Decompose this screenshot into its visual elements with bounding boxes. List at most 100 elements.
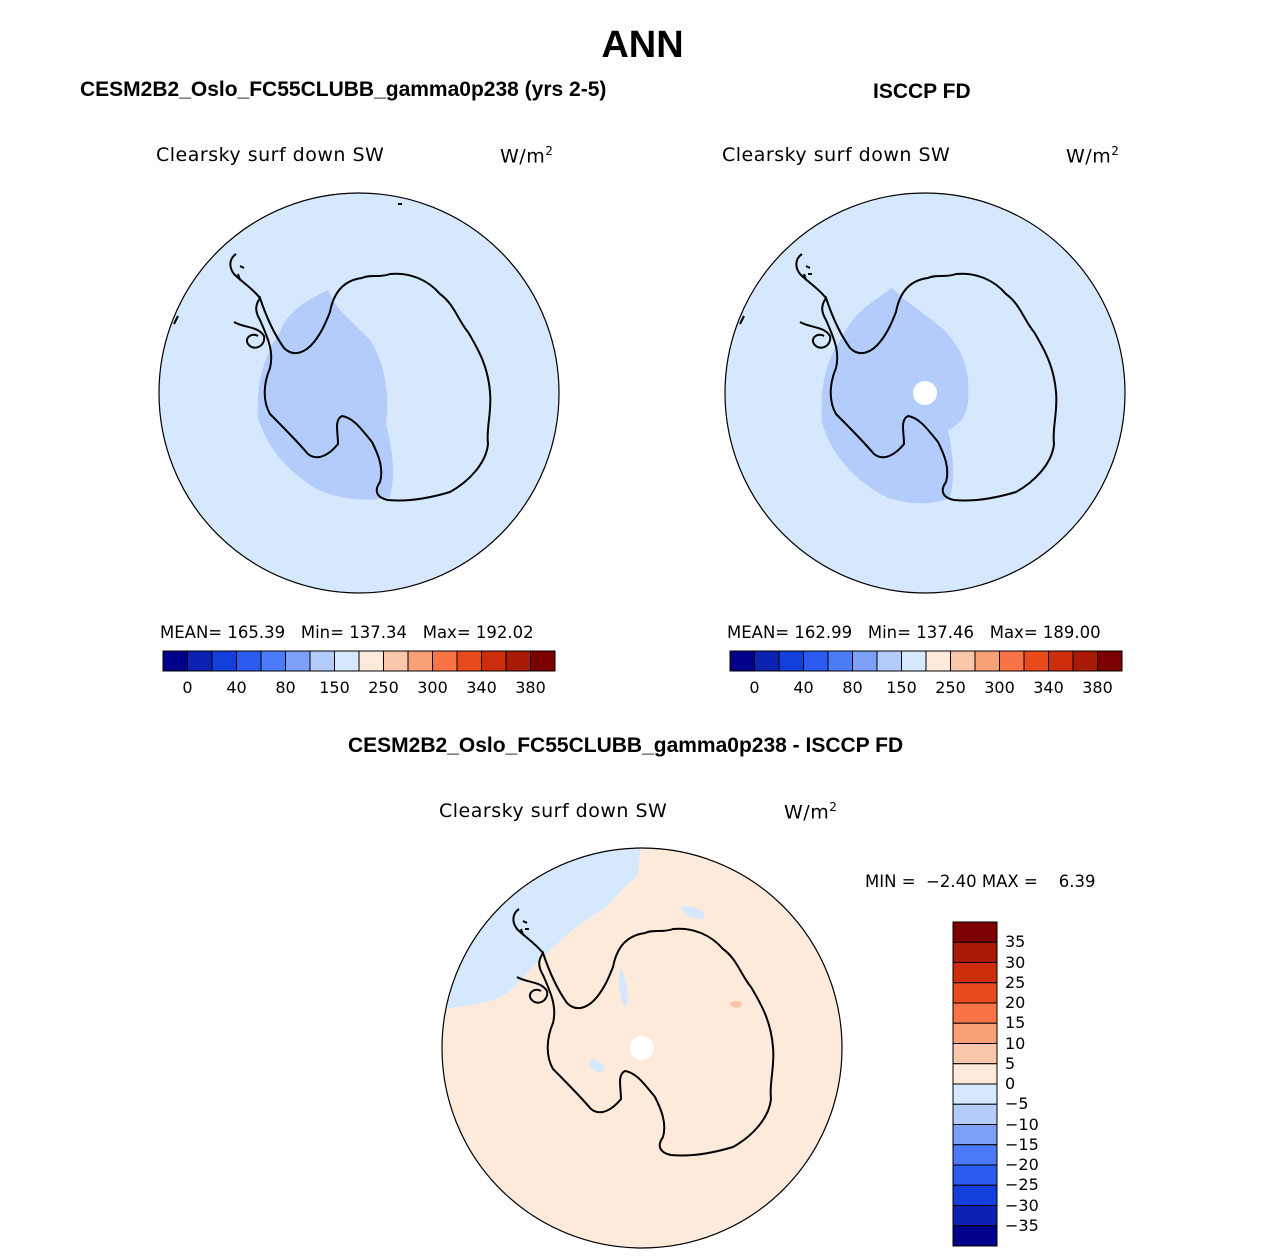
colorbar-swatch bbox=[952, 1103, 998, 1125]
colorbar-swatch bbox=[999, 650, 1025, 672]
colorbar-tick-label: 40 bbox=[226, 678, 247, 697]
colorbar-swatch bbox=[481, 650, 507, 672]
colorbar-tick-label: 0 bbox=[182, 678, 193, 697]
diff-positive-patch bbox=[729, 1000, 743, 1008]
colorbar-tick-label: 10 bbox=[1005, 1033, 1026, 1053]
colorbar-tick-label: 80 bbox=[275, 678, 296, 697]
diff-variable-label: Clearsky surf down SW bbox=[439, 800, 668, 822]
colorbar-swatch bbox=[952, 1225, 998, 1247]
colorbar-tick-label: 25 bbox=[1005, 972, 1026, 992]
colorbar-swatch bbox=[952, 1124, 998, 1146]
colorbar-tick-label: 300 bbox=[417, 678, 448, 697]
colorbar-tick-label: 80 bbox=[842, 678, 863, 697]
colorbar-tick-label: 250 bbox=[935, 678, 966, 697]
colorbar-swatch bbox=[952, 1144, 998, 1166]
colorbar-tick-label: 35 bbox=[1005, 932, 1026, 952]
colorbar-swatch bbox=[456, 650, 482, 672]
diff-colorbar-labels: 35 30 25 20 15 10 5 0 −5 −10 −15 −20 −25 −30 −35 bbox=[1005, 922, 1065, 1246]
colorbar-swatch bbox=[729, 650, 755, 672]
panel-1-units-label: W/m2 bbox=[500, 144, 554, 168]
colorbar-swatch bbox=[925, 650, 951, 672]
colorbar-swatch bbox=[260, 650, 286, 672]
panel-2-polar-map bbox=[724, 192, 1126, 594]
colorbar-swatch bbox=[952, 982, 998, 1004]
colorbar-tick-label: 250 bbox=[368, 678, 399, 697]
colorbar-swatch bbox=[952, 1043, 998, 1065]
panel-2-colorbar bbox=[729, 650, 1123, 672]
panel-1-coastline-islands bbox=[173, 203, 402, 325]
colorbar-swatch bbox=[852, 650, 878, 672]
panel-2-antarctica-coastline bbox=[821, 272, 1058, 502]
colorbar-swatch bbox=[1097, 650, 1123, 672]
panel-2-variable-label: Clearsky surf down SW bbox=[722, 144, 951, 166]
colorbar-swatch bbox=[952, 1022, 998, 1044]
colorbar-tick-label: −20 bbox=[1005, 1155, 1039, 1174]
colorbar-swatch bbox=[952, 921, 998, 943]
colorbar-swatch bbox=[1048, 650, 1074, 672]
diff-colorbar bbox=[952, 921, 998, 1247]
colorbar-swatch bbox=[1023, 650, 1049, 672]
colorbar-tick-label: −15 bbox=[1005, 1134, 1039, 1154]
panel-1-colorbar bbox=[162, 650, 556, 672]
colorbar-swatch bbox=[505, 650, 531, 672]
colorbar-swatch bbox=[952, 1184, 998, 1206]
diff-units-label: W/m2 bbox=[784, 800, 838, 824]
colorbar-swatch bbox=[876, 650, 902, 672]
panel-1-heading: CESM2B2_Oslo_FC55CLUBB_gamma0p238 (yrs 2… bbox=[80, 78, 607, 101]
colorbar-tick-label: −30 bbox=[1005, 1195, 1039, 1215]
colorbar-tick-label: 380 bbox=[515, 678, 546, 697]
colorbar-swatch bbox=[754, 650, 780, 672]
diff-minmax: MIN = −2.40 MAX = 6.39 bbox=[865, 872, 1096, 891]
colorbar-tick-label: 150 bbox=[886, 678, 917, 697]
colorbar-tick-label: 340 bbox=[1033, 678, 1064, 697]
colorbar-swatch bbox=[162, 650, 188, 672]
colorbar-tick-label: 0 bbox=[1005, 1074, 1016, 1093]
colorbar-swatch bbox=[358, 650, 384, 672]
diff-antarctica-coastline bbox=[538, 927, 775, 1157]
diff-heading: CESM2B2_Oslo_FC55CLUBB_gamma0p238 - ISCC… bbox=[348, 734, 904, 757]
panel-2-low-value-region bbox=[821, 288, 969, 504]
colorbar-swatch bbox=[383, 650, 409, 672]
colorbar-swatch bbox=[432, 650, 458, 672]
colorbar-swatch bbox=[952, 962, 998, 984]
panel-2-stats: MEAN= 162.99 Min= 137.46 Max= 189.00 bbox=[727, 623, 1101, 642]
colorbar-tick-label: 5 bbox=[1005, 1053, 1016, 1073]
colorbar-tick-label: −35 bbox=[1005, 1215, 1039, 1235]
colorbar-tick-label: 380 bbox=[1082, 678, 1113, 697]
colorbar-tick-label: 300 bbox=[984, 678, 1015, 697]
panel-1-peninsula-coastline bbox=[229, 253, 266, 349]
diff-negative-patch-3 bbox=[681, 906, 705, 919]
diff-peninsula-coastline bbox=[512, 908, 549, 1004]
colorbar-swatch bbox=[952, 1002, 998, 1024]
colorbar-tick-label: 0 bbox=[749, 678, 760, 697]
colorbar-swatch bbox=[952, 1205, 998, 1227]
colorbar-tick-label: 20 bbox=[1005, 993, 1026, 1012]
colorbar-swatch bbox=[952, 941, 998, 963]
colorbar-tick-label: −5 bbox=[1005, 1094, 1029, 1114]
panel-2-heading: ISCCP FD bbox=[873, 80, 971, 103]
colorbar-tick-label: −25 bbox=[1005, 1175, 1039, 1195]
diff-polar-map bbox=[441, 847, 843, 1249]
colorbar-tick-label: 150 bbox=[319, 678, 350, 697]
panel-2-colorbar-labels: 0 40 80 150 250 300 340 380 bbox=[730, 678, 1122, 698]
colorbar-tick-label: 40 bbox=[793, 678, 814, 697]
panel-2-coastline-islands bbox=[739, 265, 812, 325]
colorbar-tick-label: 15 bbox=[1005, 1013, 1026, 1033]
panel-2-missing-pole bbox=[913, 381, 937, 405]
colorbar-swatch bbox=[952, 1083, 998, 1105]
colorbar-swatch bbox=[1072, 650, 1098, 672]
diff-missing-pole bbox=[630, 1036, 654, 1060]
diff-negative-patch-2 bbox=[589, 1059, 605, 1073]
colorbar-swatch bbox=[334, 650, 360, 672]
panel-2-units-label: W/m2 bbox=[1066, 144, 1120, 168]
panel-1-stats: MEAN= 165.39 Min= 137.34 Max= 192.02 bbox=[160, 623, 534, 642]
panel-1-low-value-region bbox=[257, 290, 393, 500]
colorbar-swatch bbox=[952, 1063, 998, 1085]
colorbar-swatch bbox=[803, 650, 829, 672]
colorbar-tick-label: −10 bbox=[1005, 1114, 1039, 1134]
colorbar-swatch bbox=[407, 650, 433, 672]
colorbar-swatch bbox=[827, 650, 853, 672]
colorbar-swatch bbox=[285, 650, 311, 672]
colorbar-swatch bbox=[952, 1164, 998, 1186]
main-title: ANN bbox=[601, 24, 684, 66]
